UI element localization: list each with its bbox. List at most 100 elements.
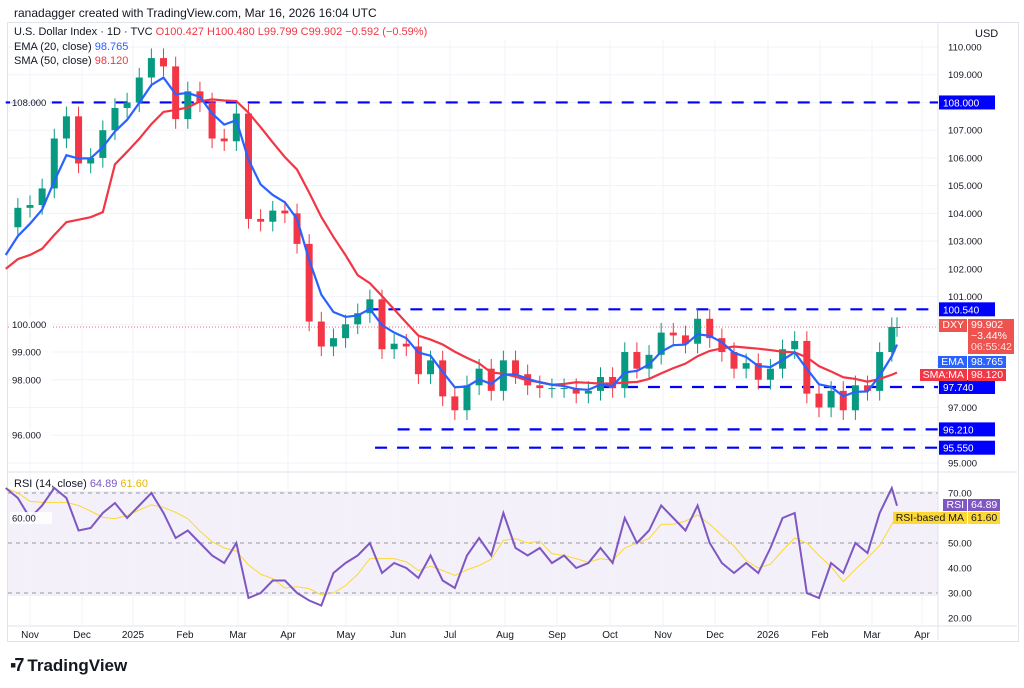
candle-body — [293, 213, 301, 244]
candle-body — [87, 157, 95, 164]
ema-legend[interactable]: EMA (20, close) 98.765 — [14, 41, 128, 53]
candle-body — [232, 113, 240, 142]
sma-label: SMA (50, close) — [14, 55, 92, 67]
candle-body — [244, 113, 252, 219]
rsi-tick-label: 30.00 — [948, 589, 972, 600]
candle-body — [888, 327, 896, 353]
sma-value: 98.120 — [94, 55, 129, 67]
price-tick-label: 109.000 — [948, 70, 982, 81]
level-label: 96.210 — [943, 425, 974, 436]
dxy-tag: DXY — [939, 319, 967, 332]
candle-body — [706, 318, 714, 339]
rsi-ma-line — [5, 487, 898, 596]
rsi-ma-value: 61.60 — [120, 478, 148, 490]
candle-body — [633, 352, 641, 369]
candle-body — [754, 363, 762, 380]
rsi-tick-label: 60.00 — [12, 514, 36, 525]
candle-body — [572, 388, 580, 394]
candle-body — [694, 318, 702, 344]
price-pct: −3.44% — [971, 330, 1007, 342]
candle-body — [281, 210, 289, 214]
candle-body — [839, 390, 847, 411]
x-tick-label: Nov — [654, 630, 672, 641]
candle-body — [742, 363, 750, 369]
candle-body — [766, 368, 774, 380]
rsi-line — [5, 485, 898, 607]
rsi-tick-label: 70.00 — [948, 489, 972, 500]
candle-body — [184, 91, 192, 120]
rsi-value: 64.89 — [89, 478, 118, 490]
candle-body — [893, 327, 901, 329]
price-tick-label: 96.000 — [12, 431, 41, 442]
level-tag — [939, 95, 995, 110]
rsi-price-tag: 64.89 — [968, 499, 1001, 511]
candle-body — [342, 324, 350, 339]
candle-body — [876, 352, 884, 391]
price-tick-label: 107.000 — [948, 126, 982, 137]
candle-body — [257, 218, 265, 222]
ohlc-change: −0.592 (−0.59%) — [345, 26, 428, 38]
candle-body — [75, 116, 83, 164]
candle-body — [584, 390, 592, 394]
price-tick-label: 105.000 — [948, 181, 982, 192]
level-label: 95.550 — [943, 444, 974, 455]
x-tick-label: Mar — [863, 630, 881, 641]
price-tick-label: 108.000 — [12, 98, 46, 109]
x-tick-label: Mar — [229, 630, 247, 641]
x-tick-label: May — [337, 630, 356, 641]
candle-body — [147, 58, 155, 78]
candle-body — [269, 210, 277, 222]
price-tick-label: 106.000 — [948, 153, 982, 164]
candle-body — [560, 388, 568, 390]
candle-body — [815, 393, 823, 408]
candle-body — [439, 360, 447, 397]
candle-body — [512, 360, 520, 375]
candle-body — [208, 102, 216, 139]
candle-body — [463, 385, 471, 411]
candle-body — [220, 138, 228, 142]
rsi-ma-tag: RSI-based MA — [892, 512, 967, 524]
tradingview-logo[interactable]: ▪7 TradingView — [10, 655, 127, 676]
ema-label: EMA (20, close) — [14, 41, 92, 53]
candle-body — [305, 243, 313, 322]
price-tick-label: 101.000 — [948, 292, 982, 303]
rsi-legend[interactable]: RSI (14, close) 64.89 61.60 — [14, 478, 148, 490]
symbol-name[interactable]: U.S. Dollar Index · 1D · TVC — [14, 26, 153, 38]
level-tag — [939, 302, 995, 317]
candle-body — [402, 343, 410, 347]
rsi-ma-price-tag: 61.60 — [968, 512, 1001, 524]
currency-label[interactable]: USD — [975, 28, 999, 40]
candle-body — [329, 338, 337, 347]
sma-legend[interactable]: SMA (50, close) 98.120 — [14, 55, 128, 67]
candle-body — [427, 360, 435, 375]
candle-body — [366, 299, 374, 314]
price-tick-label: 98.000 — [12, 375, 41, 386]
ema-value: 98.765 — [94, 41, 129, 53]
x-tick-label: Feb — [176, 630, 194, 641]
price-tick-label: 103.000 — [948, 237, 982, 248]
candle-body — [645, 354, 653, 369]
sma-tag: SMA:MA — [919, 369, 967, 381]
candle-body — [681, 335, 689, 344]
price-tick-label-bg — [10, 318, 52, 331]
candle-body — [317, 321, 325, 347]
candle-body — [111, 108, 119, 131]
candle-body — [390, 343, 398, 350]
credit-text: ranadagger created with TradingView.com,… — [14, 6, 377, 20]
level-tag — [939, 379, 995, 394]
candle-body — [123, 102, 131, 109]
candle-body — [354, 313, 362, 325]
candle-body — [864, 385, 872, 391]
price-tick-label-bg — [10, 429, 52, 442]
candle-body — [718, 338, 726, 353]
chart-frame — [7, 22, 1019, 642]
x-tick-label: Jun — [390, 630, 406, 641]
symbol-legend: U.S. Dollar Index · 1D · TVC O100.427 H1… — [14, 26, 427, 38]
price-tick-label: 97.000 — [948, 403, 977, 414]
price-tick-label: 99.000 — [12, 348, 41, 359]
level-label: 108.000 — [943, 98, 980, 109]
price-tick-label: 104.000 — [948, 209, 982, 220]
level-label: 100.540 — [943, 305, 980, 316]
x-tick-label: Aug — [496, 630, 514, 641]
